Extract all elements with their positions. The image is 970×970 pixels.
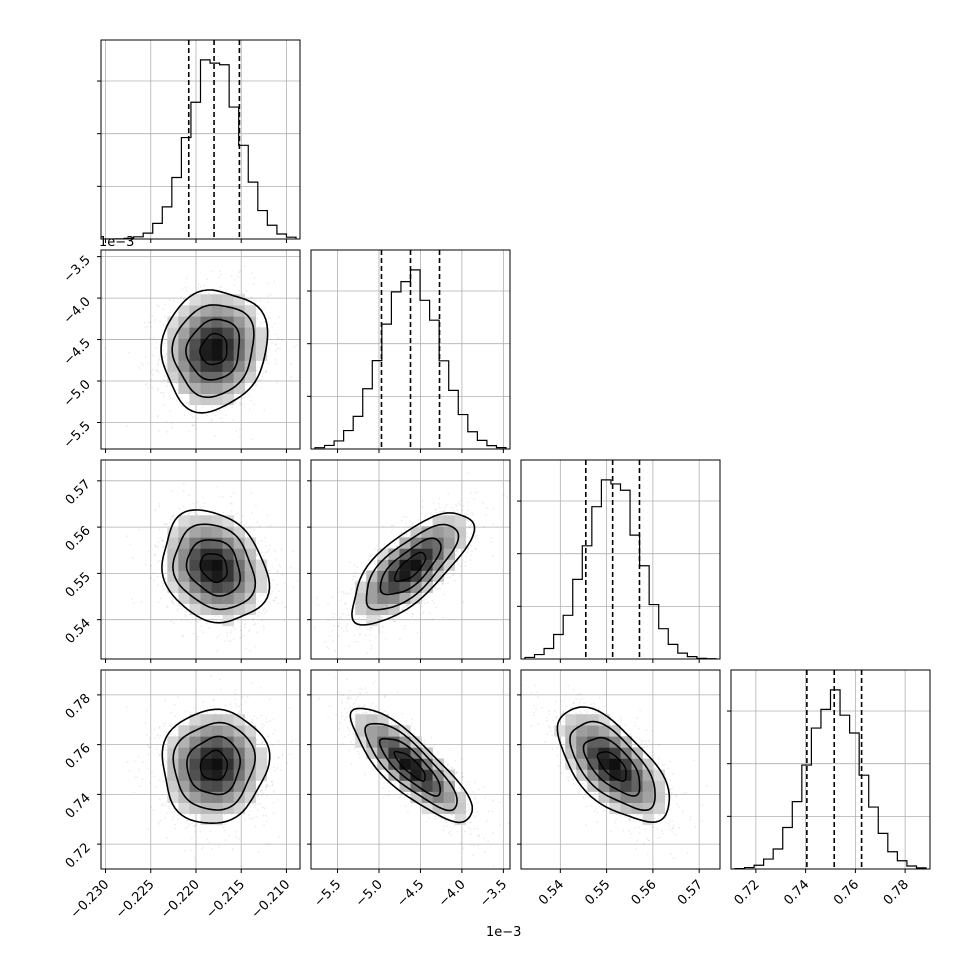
panel-content bbox=[101, 670, 300, 869]
panel-content bbox=[731, 670, 930, 869]
histogram-panel-2 bbox=[517, 459, 721, 663]
contour-level-3 bbox=[349, 707, 474, 824]
histogram-steps bbox=[734, 689, 927, 869]
contour-level-0 bbox=[393, 750, 426, 782]
x-tick-label: 0.55 bbox=[582, 877, 613, 908]
x-tick-label: −5.5 bbox=[311, 877, 344, 910]
scatter-panel-3-2: 0.54 0.55 0.56 0.57 bbox=[517, 669, 721, 908]
contour-level-3 bbox=[351, 512, 476, 626]
panel-frame bbox=[100, 669, 301, 870]
x-tick-label: −0.210 bbox=[249, 877, 294, 922]
contour-level-0 bbox=[199, 749, 229, 781]
histogram-panel-1 bbox=[307, 249, 511, 453]
contour-level-1 bbox=[379, 537, 442, 596]
contour-level-3 bbox=[160, 289, 269, 414]
contour-level-2 bbox=[569, 720, 656, 811]
x-tick-label: −0.220 bbox=[158, 877, 203, 922]
contour-level-2 bbox=[172, 523, 257, 611]
histogram-panel-3: 0.72 0.74 0.76 0.78 bbox=[727, 669, 931, 908]
panel-frame bbox=[730, 669, 931, 870]
y-tick-label: −5.0 bbox=[61, 377, 94, 410]
y-tick-label: 0.56 bbox=[63, 523, 94, 554]
x-tick-label: −3.5 bbox=[477, 877, 510, 910]
panel-content bbox=[311, 460, 510, 659]
x-tick-label: −0.230 bbox=[68, 877, 113, 922]
panel-frame bbox=[310, 249, 511, 450]
contour-level-2 bbox=[172, 721, 257, 811]
x-tick-label: 0.78 bbox=[881, 877, 912, 908]
density-cells bbox=[554, 714, 666, 826]
panel-content bbox=[521, 460, 720, 659]
y-offset-label: 1e−3 bbox=[99, 235, 134, 250]
contour-level-1 bbox=[582, 736, 641, 797]
y-tick-label: −4.0 bbox=[61, 294, 94, 327]
x-tick-label: −4.0 bbox=[436, 877, 469, 910]
contour-level-1 bbox=[378, 737, 441, 797]
contour-level-3 bbox=[161, 708, 271, 825]
panel-frame bbox=[100, 459, 301, 660]
histogram-steps bbox=[104, 59, 297, 239]
panel-frame bbox=[310, 669, 511, 870]
contour-level-0 bbox=[199, 332, 228, 366]
contour-level-3 bbox=[161, 509, 271, 624]
contour-level-1 bbox=[185, 539, 242, 597]
contour-level-0 bbox=[394, 551, 427, 582]
x-tick-label: 0.56 bbox=[629, 877, 660, 908]
x-tick-label: −4.5 bbox=[394, 877, 427, 910]
panel-frame bbox=[520, 669, 721, 870]
panel-content bbox=[311, 670, 510, 869]
panel-content bbox=[101, 40, 300, 239]
scatter-panel-1-0: −5.5 −5.0 −4.5 −4.0 −3.5 1e−3 bbox=[61, 235, 301, 453]
x-tick-label: −0.215 bbox=[203, 877, 248, 922]
x-tick-label: −0.225 bbox=[113, 877, 158, 922]
y-tick-label: −5.5 bbox=[61, 419, 94, 452]
scatter-panel-2-0: 0.54 0.55 0.56 0.57 bbox=[63, 459, 301, 663]
panel-frame bbox=[310, 459, 511, 660]
y-tick-label: −3.5 bbox=[61, 253, 94, 286]
contour-level-1 bbox=[186, 735, 241, 796]
panel-frame bbox=[520, 459, 721, 660]
density-cells bbox=[355, 714, 467, 826]
y-tick-label: 0.72 bbox=[63, 840, 94, 871]
scatter-panel-3-1: −5.5 −5.0 −4.5 −4.0 −3.5 1e−3 bbox=[307, 669, 521, 940]
y-tick-label: 0.78 bbox=[63, 691, 94, 722]
contour-level-0 bbox=[596, 751, 627, 782]
x-tick-label: 0.74 bbox=[781, 877, 812, 908]
y-tick-label: 0.55 bbox=[63, 570, 94, 601]
x-tick-label: 0.76 bbox=[831, 877, 862, 908]
panel-content bbox=[311, 250, 510, 449]
x-offset-label: 1e−3 bbox=[486, 925, 521, 940]
contour-level-3 bbox=[556, 706, 671, 824]
scatter-panel-3-0: 0.72 0.74 0.76 0.78 −0.230 −0.225 −0.220 −0.215… bbox=[63, 669, 301, 922]
contour-level-2 bbox=[365, 523, 460, 611]
contour-level-1 bbox=[185, 318, 241, 381]
y-tick-label: 0.74 bbox=[63, 791, 94, 822]
histogram-steps bbox=[524, 479, 717, 659]
scatter-panel-2-1 bbox=[307, 459, 511, 663]
panel-content bbox=[521, 670, 720, 869]
x-tick-label: 0.57 bbox=[675, 877, 706, 908]
contour-level-2 bbox=[364, 722, 458, 812]
histogram-panel-0 bbox=[97, 39, 301, 243]
panel-frame bbox=[100, 39, 301, 240]
y-tick-label: 0.76 bbox=[63, 741, 94, 772]
panel-content bbox=[101, 250, 300, 449]
density-cells bbox=[167, 515, 268, 627]
x-tick-label: 0.54 bbox=[536, 877, 567, 908]
panel-content bbox=[101, 460, 300, 659]
contour-level-2 bbox=[171, 304, 255, 399]
y-tick-label: −4.5 bbox=[61, 336, 94, 369]
panel-frame bbox=[100, 249, 301, 450]
x-tick-label: 0.72 bbox=[732, 877, 763, 908]
y-tick-label: 0.57 bbox=[63, 477, 94, 508]
x-tick-label: −5.0 bbox=[353, 877, 386, 910]
contour-level-0 bbox=[199, 553, 228, 584]
y-tick-label: 0.54 bbox=[63, 616, 94, 647]
